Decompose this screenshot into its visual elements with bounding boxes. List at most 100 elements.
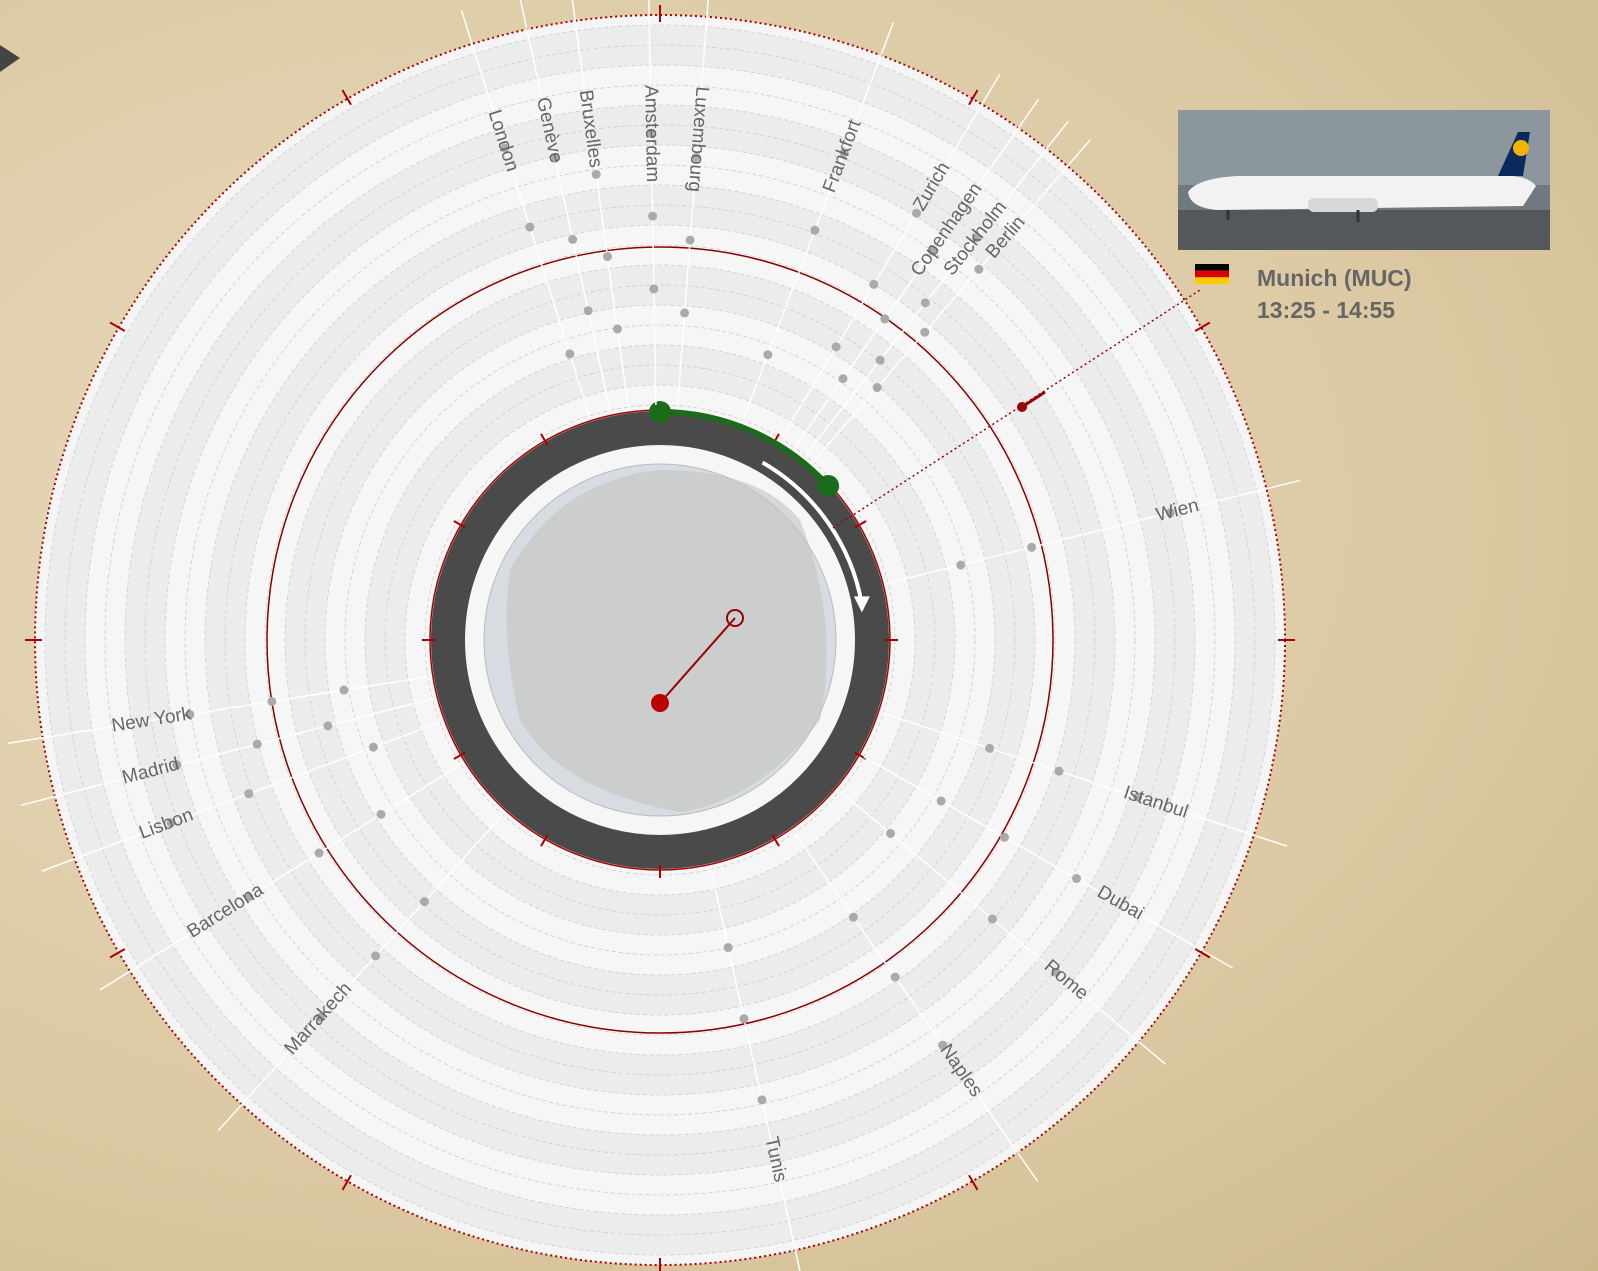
destination-spoke xyxy=(648,0,657,406)
flight-dot xyxy=(872,383,882,393)
destination-spoke xyxy=(710,869,801,1271)
flight-dot xyxy=(723,943,733,953)
flight-dot xyxy=(680,308,690,318)
inner-tick xyxy=(854,751,867,760)
flight-dot xyxy=(565,349,575,359)
flight-dot xyxy=(685,235,695,245)
flight-dot xyxy=(920,298,930,308)
flight-dot xyxy=(1072,874,1082,884)
aircraft-photo xyxy=(1178,110,1550,250)
flight-dot xyxy=(1000,832,1010,842)
menu-toggle[interactable] xyxy=(0,45,20,72)
flight-dot xyxy=(550,153,560,163)
flight-dot xyxy=(763,350,773,360)
inner-tick xyxy=(771,834,780,847)
destination-spoke xyxy=(8,676,429,744)
destination-spoke xyxy=(99,763,462,991)
origin xyxy=(651,694,669,712)
flight-dot xyxy=(886,828,896,838)
flight-dot xyxy=(1027,542,1037,552)
flight-dot xyxy=(757,1095,767,1105)
flight-dot xyxy=(419,897,429,907)
flight-dot xyxy=(646,128,656,138)
flight-dot xyxy=(1133,792,1143,802)
flight-dot xyxy=(838,374,848,384)
destination-spoke xyxy=(793,832,1039,1182)
destination-spoke xyxy=(676,0,709,406)
flight-dot xyxy=(869,279,879,289)
flight-dot xyxy=(591,169,601,179)
flight-dot xyxy=(972,233,982,243)
destination-spoke xyxy=(804,120,1069,456)
hour-tick xyxy=(968,1174,979,1191)
flight-dot xyxy=(920,327,930,337)
inner-tick xyxy=(540,834,549,847)
flight-dot xyxy=(911,208,921,218)
flight-dot xyxy=(936,796,946,806)
rings xyxy=(25,5,1295,1271)
flight-dot xyxy=(880,314,890,324)
flight-dot xyxy=(927,246,937,256)
spokes xyxy=(8,0,1301,1271)
flight-dot xyxy=(956,560,966,570)
flight-arc xyxy=(659,409,831,488)
map-land xyxy=(506,470,827,812)
flight-dot xyxy=(1165,508,1175,518)
flight-dot xyxy=(267,696,277,706)
destination-label[interactable]: Amsterdam xyxy=(640,85,663,182)
flight-end xyxy=(817,474,840,497)
flight-dot xyxy=(985,743,995,753)
destination-spoke xyxy=(460,10,591,417)
flight-dot xyxy=(974,264,984,274)
inner-tick xyxy=(453,520,466,529)
flight-dot xyxy=(875,355,885,365)
country-flag xyxy=(1195,264,1229,284)
flight-dot xyxy=(890,972,900,982)
hour-tick xyxy=(109,948,126,959)
flight-dot xyxy=(649,284,659,294)
destination-spoke xyxy=(217,814,504,1131)
destination-spoke xyxy=(571,0,629,408)
flight-dot xyxy=(500,143,510,153)
flight-dot xyxy=(1054,766,1064,776)
inner-tick xyxy=(540,433,549,446)
flight-dot xyxy=(568,234,578,244)
hour-tick xyxy=(341,1174,352,1191)
time-ring xyxy=(266,246,1054,1034)
flight-dot xyxy=(368,742,378,752)
flight-dot xyxy=(166,818,176,828)
flight-dot xyxy=(315,1013,325,1023)
inner-tick xyxy=(854,520,867,529)
flight-dot xyxy=(938,1040,948,1050)
flight-dot xyxy=(323,721,333,731)
destination-spoke xyxy=(839,790,1167,1065)
hour-tick xyxy=(968,89,979,106)
flight-dot xyxy=(839,148,849,158)
flight-dot xyxy=(612,324,622,334)
origin-link xyxy=(659,617,736,704)
flight-dot xyxy=(314,848,324,858)
flight-dot xyxy=(376,809,386,819)
destination-spoke xyxy=(20,698,433,806)
flight-info: Munich (MUC) 13:25 - 14:55 xyxy=(1257,262,1412,326)
flight-dot xyxy=(831,342,841,352)
flight-dot xyxy=(339,685,349,695)
destination-spoke xyxy=(780,73,1001,439)
flight-dot xyxy=(848,912,858,922)
hour-tick xyxy=(109,321,126,332)
direction-head xyxy=(853,596,870,613)
flight-dot xyxy=(810,225,820,235)
hour-tick xyxy=(1194,321,1211,332)
flight-destination: Munich (MUC) xyxy=(1257,265,1412,291)
flight-dot xyxy=(244,789,254,799)
hour-tick xyxy=(341,89,352,106)
flight-dot xyxy=(691,152,701,162)
destination-spoke xyxy=(519,0,611,411)
hour-tick xyxy=(1194,948,1211,959)
flight-dot xyxy=(602,252,612,262)
destination-spoke xyxy=(812,139,1091,463)
direction-arrow xyxy=(761,460,864,605)
flight-dot xyxy=(1051,967,1061,977)
